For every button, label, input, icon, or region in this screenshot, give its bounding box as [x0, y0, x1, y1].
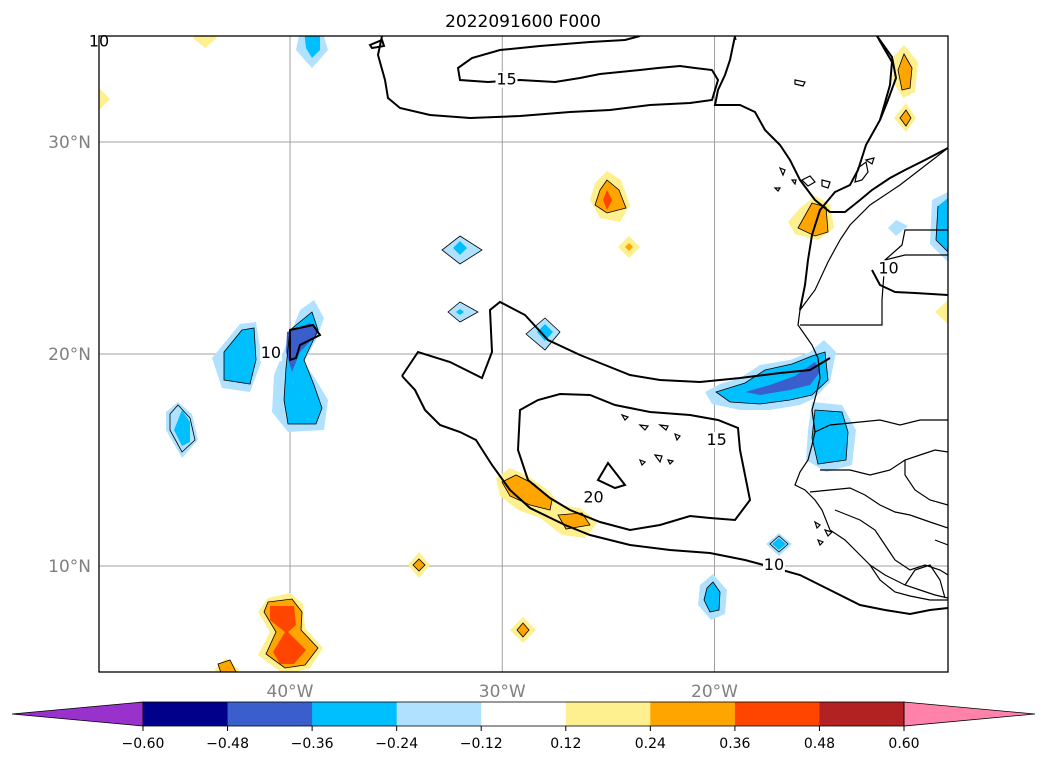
contour-label-bg: [582, 489, 605, 506]
thick-contours: [289, 36, 948, 616]
colorbar-swatch: [312, 702, 398, 726]
negative-anomaly-blob: [704, 582, 720, 612]
contour-label-bg: [259, 345, 282, 362]
colorbar-swatch: [565, 702, 651, 726]
contour-label: 15: [496, 70, 516, 89]
contour-label: 10: [878, 258, 898, 277]
contour-label-bg: [762, 557, 785, 574]
positive-anomaly-blob: [502, 475, 552, 510]
colorbar-tick-label: 0.60: [888, 736, 919, 752]
colorbar-frame: [142, 701, 905, 727]
lat-tick-label: 10°N: [48, 557, 91, 577]
negative-anomaly-blob: [174, 410, 190, 446]
map-title: 2022091600 F000: [445, 12, 601, 32]
colorbar-swatch: [481, 702, 567, 726]
lon-tick-label: 20°W: [691, 682, 738, 702]
contour-label-bg: [877, 260, 900, 277]
positive-anomaly-blob: [625, 243, 633, 251]
positive-anomaly-blob: [935, 300, 948, 324]
latitude-labels: 10°N 20°N 30°N: [48, 133, 91, 577]
positive-anomaly-blob: [258, 593, 323, 672]
negative-anomaly-blob: [812, 410, 848, 464]
positive-anomaly-blob: [603, 190, 612, 210]
negative-anomaly-blob: [745, 362, 820, 395]
colorbar-swatch: [819, 702, 905, 726]
colorbar-tick-label: 0.24: [635, 736, 666, 752]
contour-label: 15: [706, 430, 726, 449]
contour-label-bg: [495, 71, 518, 88]
negative-anomaly-blob: [537, 324, 553, 341]
negative-anomaly-blob: [286, 323, 318, 372]
colorbar-tick-label: −0.36: [291, 736, 334, 752]
colorbar-swatch: [650, 702, 736, 726]
colorbar-swatch: [734, 702, 820, 726]
map-frame: [98, 35, 949, 673]
colorbar-tick-label: 0.12: [550, 736, 581, 752]
negative-anomaly-blob: [716, 352, 828, 404]
contour-label: 20: [583, 487, 603, 506]
negative-anomaly-blob: [936, 198, 948, 252]
lon-tick-label: 30°W: [479, 682, 526, 702]
colorbar-extend-high: [903, 701, 1036, 727]
colorbar-tick-label: −0.24: [375, 736, 418, 752]
contour-label-bg: [705, 432, 728, 449]
positive-anomaly-blob: [595, 180, 626, 213]
colorbar: −0.60 −0.48 −0.36 −0.24 −0.12 0.12 0.24 0.36 0.4…: [11, 701, 1036, 752]
negative-anomaly-blob: [224, 328, 256, 384]
colorbar-extend-low: [11, 701, 144, 727]
colorbar-tick-label: 0.48: [804, 736, 835, 752]
colorbar-tick-label: −0.48: [206, 736, 249, 752]
lon-tick-label: 40°W: [267, 682, 314, 702]
positive-anomaly-blob: [99, 88, 110, 110]
colorbar-tick-label: −0.60: [122, 736, 165, 752]
longitude-labels: 40°W 30°W 20°W: [267, 682, 739, 702]
negative-anomaly-blob: [456, 309, 464, 315]
negative-anomaly-blob: [453, 241, 467, 255]
colorbar-tick-label: −0.12: [460, 736, 503, 752]
negative-anomaly-blob: [772, 538, 786, 550]
contour-label: 10: [764, 555, 784, 574]
negative-anomaly-blob: [888, 220, 908, 236]
lat-tick-label: 20°N: [48, 345, 91, 365]
colorbar-swatch: [227, 702, 313, 726]
negative-anomaly-blob: [304, 36, 320, 58]
colorbar-swatch: [396, 702, 482, 726]
colorbar-tick-label: 0.36: [719, 736, 750, 752]
lat-tick-label: 30°N: [48, 133, 91, 153]
colorbar-swatch: [143, 702, 229, 726]
contour-label: 10: [261, 343, 281, 362]
positive-anomaly-blob: [193, 36, 217, 48]
positive-anomaly-blob: [898, 54, 912, 90]
